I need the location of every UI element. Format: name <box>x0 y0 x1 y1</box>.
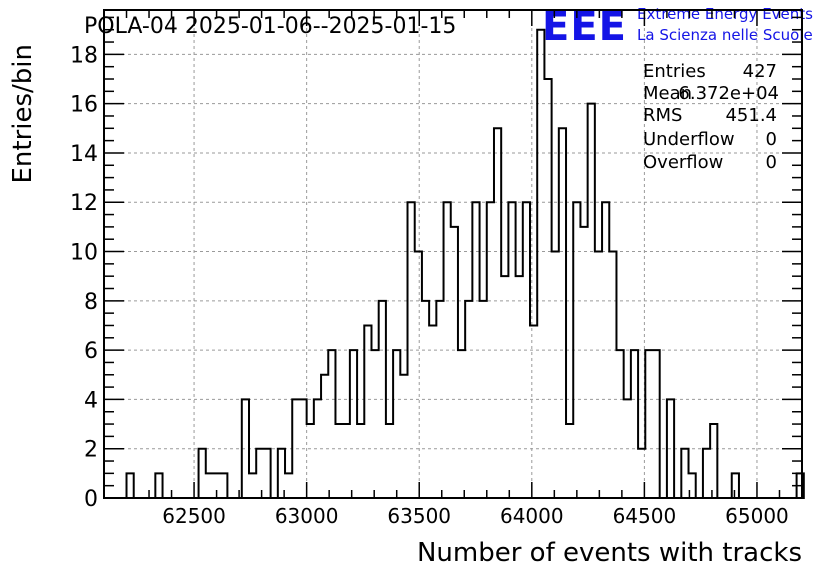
y-tick-label: 4 <box>84 388 98 413</box>
stat-rms-label: RMS <box>643 105 682 126</box>
x-tick-label: 65000 <box>725 504 789 528</box>
x-tick-label: 63500 <box>387 504 451 528</box>
axis-ticks <box>103 10 803 499</box>
y-tick-label: 6 <box>84 339 98 364</box>
stat-overflow-value: 0 <box>766 152 777 173</box>
x-tick-label: 63000 <box>275 504 339 528</box>
x-tick-label: 62500 <box>162 504 226 528</box>
grid-lines <box>104 10 802 498</box>
x-tick-label: 64500 <box>613 504 677 528</box>
y-axis-label: Entries/bin <box>8 44 38 184</box>
y-tick-label: 2 <box>84 438 98 463</box>
x-tick-labels: 62500 63000 63500 64000 64500 65000 <box>162 504 789 528</box>
stat-entries-label: Entries <box>643 61 706 82</box>
stat-overflow-label: Overflow <box>643 152 723 173</box>
y-tick-label: 8 <box>84 290 98 315</box>
stat-underflow-value: 0 <box>766 129 777 150</box>
x-axis-label: Number of events with tracks <box>417 538 802 568</box>
stats-box: Entries 427 Mean 6.372e+04 RMS 451.4 Und… <box>643 61 779 173</box>
stat-rms-value: 451.4 <box>725 105 777 126</box>
y-tick-label: 12 <box>70 191 98 216</box>
y-tick-label: 16 <box>70 93 98 118</box>
x-tick-label: 64000 <box>500 504 564 528</box>
y-tick-label: 18 <box>70 43 98 68</box>
stat-mean-value: 6.372e+04 <box>678 83 779 104</box>
stat-mean-label: Mean <box>643 83 692 104</box>
y-tick-label: 14 <box>70 142 98 167</box>
plot-frame <box>103 9 803 499</box>
y-tick-labels: 0 2 4 6 8 10 12 14 16 18 <box>70 43 98 512</box>
stat-entries-value: 427 <box>743 61 777 82</box>
logo-line-1: Extreme Energy Events <box>637 5 813 23</box>
logo-line-2: La Scienza nelle Scuole <box>637 26 813 44</box>
stat-underflow-label: Underflow <box>643 129 735 150</box>
y-tick-label: 0 <box>84 487 98 512</box>
y-tick-label: 10 <box>70 241 98 266</box>
eee-logo-mark: EEE <box>542 4 627 50</box>
chart-title: POLA-04 2025-01-06--2025-01-15 <box>84 14 456 39</box>
